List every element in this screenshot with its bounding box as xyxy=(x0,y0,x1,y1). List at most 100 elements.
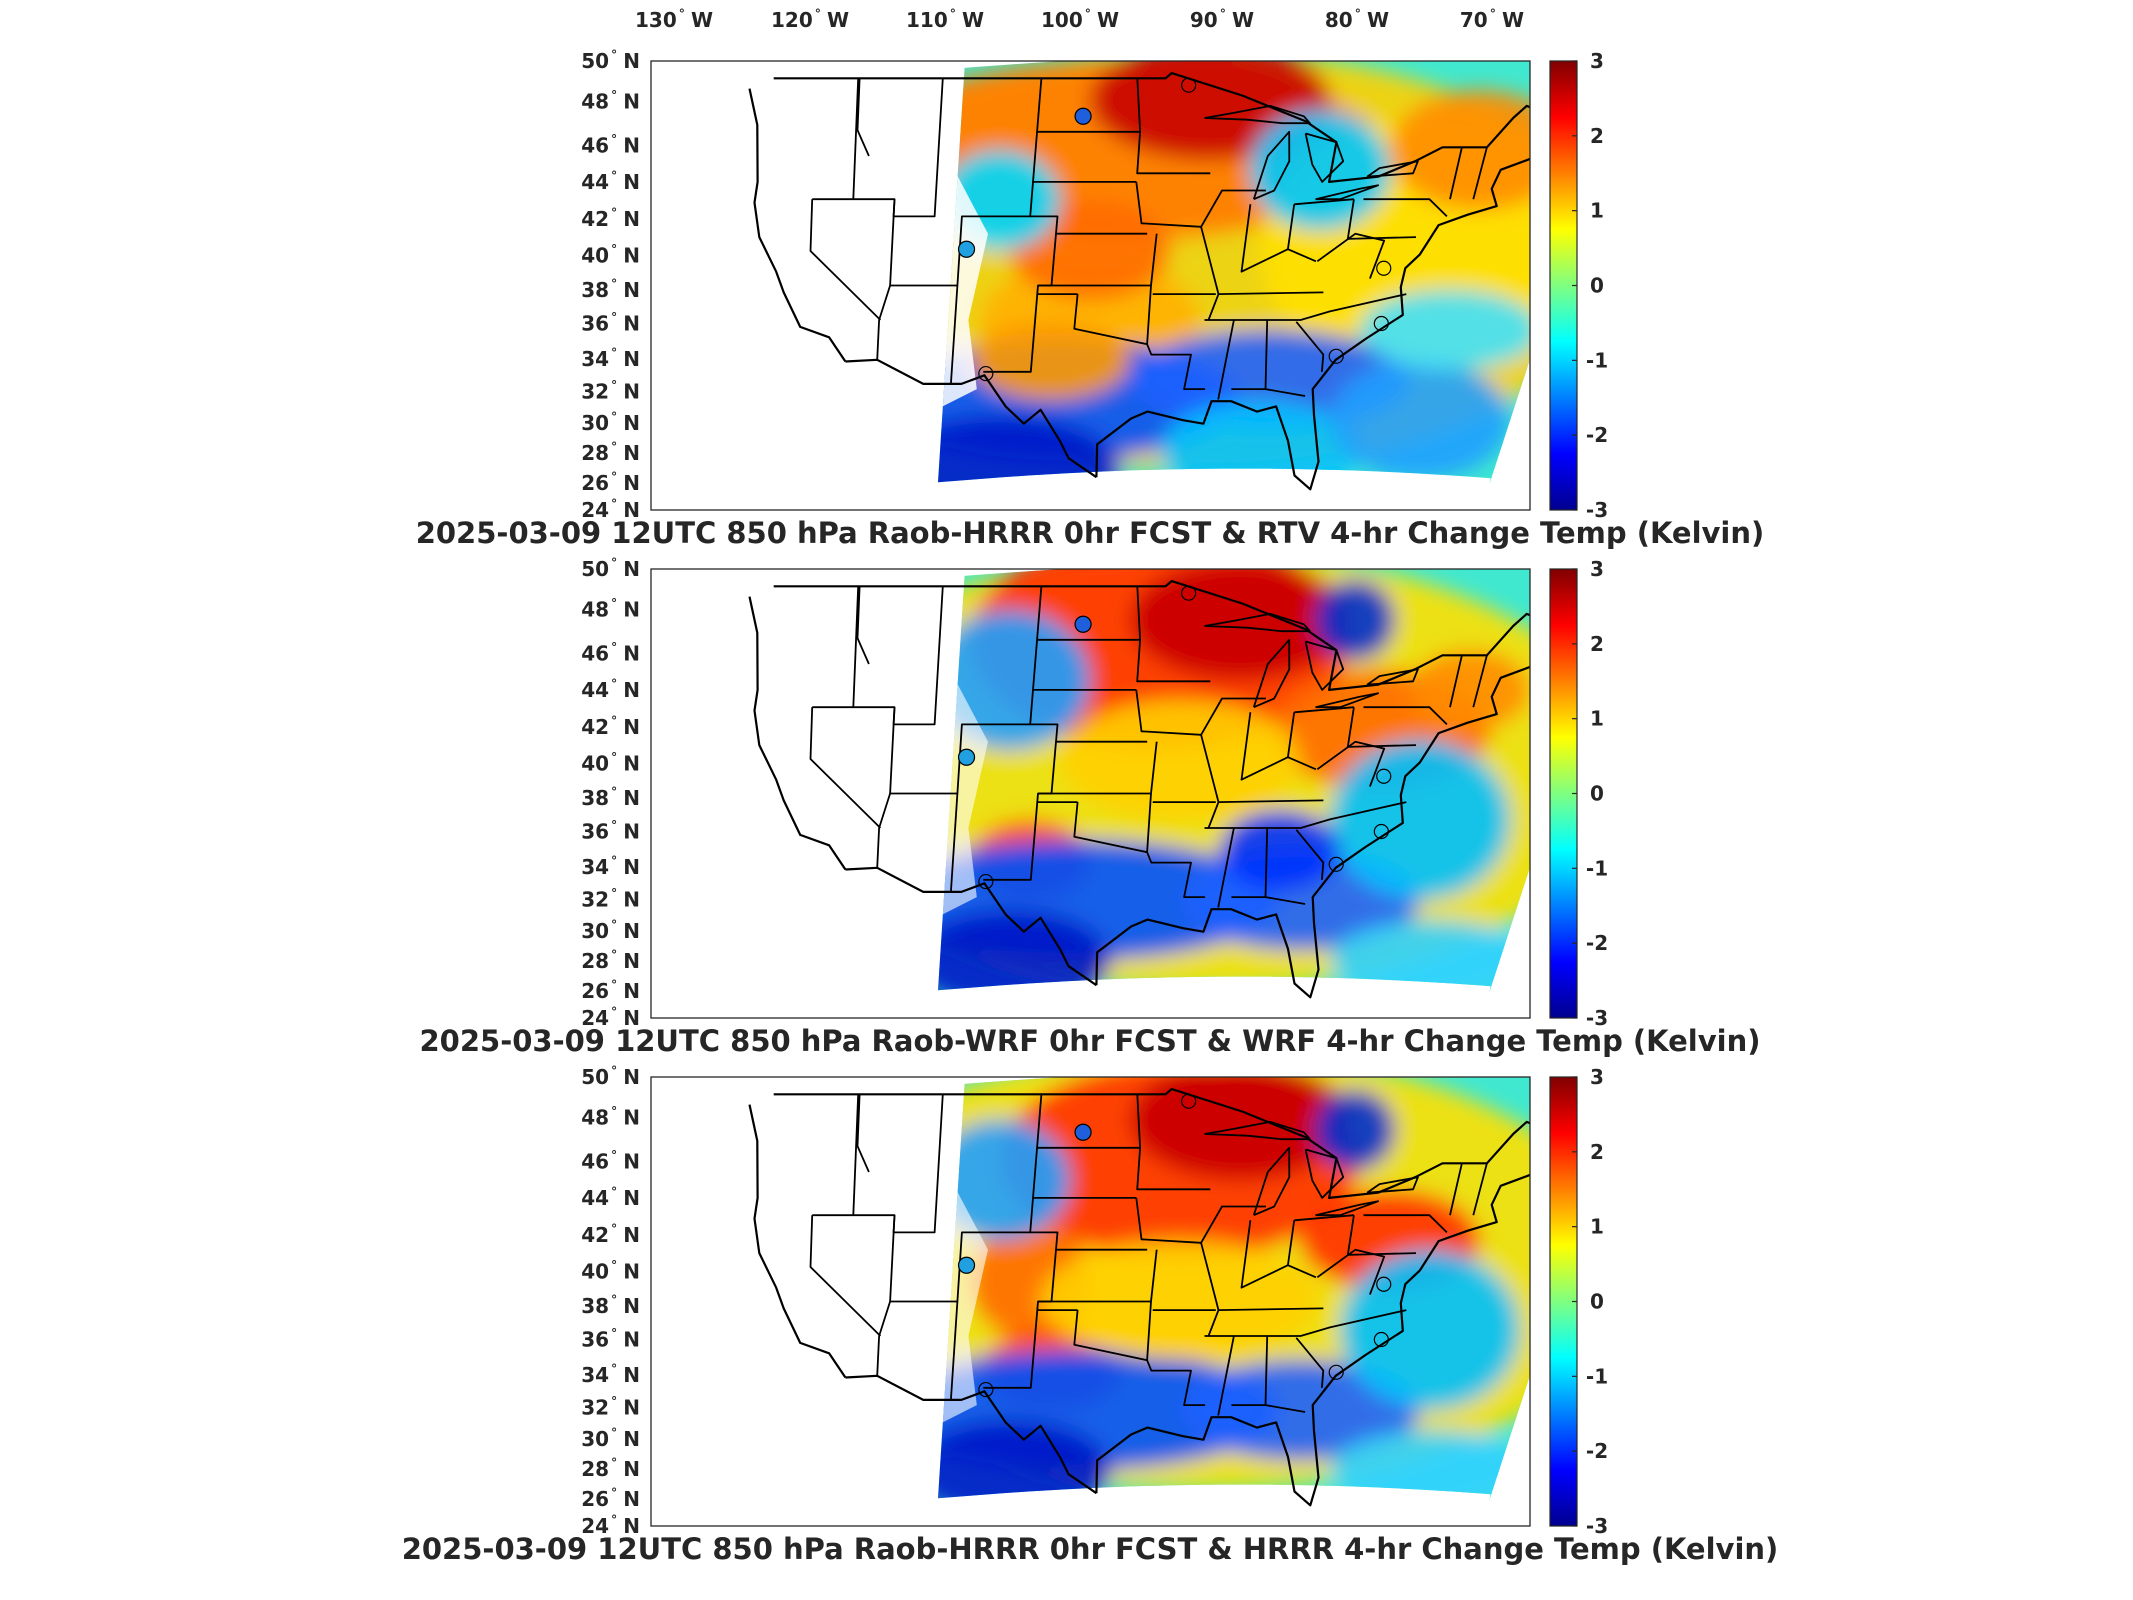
panel-title: 2025-03-09 12UTC 850 hPa Raob-HRRR 0hr F… xyxy=(416,516,1765,550)
colorbar-tick-label: -2 xyxy=(1586,1439,1608,1463)
lon-label-130w-text: 130 ° W xyxy=(635,6,713,32)
lat-label-46n: 46 ° N xyxy=(581,639,640,665)
lat-label-26n-text: 26 ° N xyxy=(581,1485,640,1511)
colorbar-tick-label: 1 xyxy=(1590,1215,1604,1239)
lon-label-80w: 80 ° W xyxy=(1325,6,1389,32)
lat-label-40n-text: 40 ° N xyxy=(581,241,640,267)
lat-label-38n: 38 ° N xyxy=(581,1292,640,1318)
lat-label-42n-text: 42 ° N xyxy=(581,1221,640,1247)
colorbar-tick-label: 0 xyxy=(1590,782,1604,806)
lat-label-44n: 44 ° N xyxy=(581,168,640,194)
raob-stations xyxy=(957,1093,1392,1398)
lat-label-32n-text: 32 ° N xyxy=(581,1393,640,1419)
lat-label-42n-text: 42 ° N xyxy=(581,713,640,739)
lat-label-38n: 38 ° N xyxy=(581,276,640,302)
colorbar-tick-label: -1 xyxy=(1586,1364,1608,1388)
lat-label-24n: 24 ° N xyxy=(581,496,640,522)
lat-label-46n-text: 46 ° N xyxy=(581,639,640,665)
lat-label-32n: 32 ° N xyxy=(581,377,640,403)
latitude-labels: 50 ° N 48 ° N 46 ° N 44 ° N 42 ° N 40 ° N 38 ° N 36 ° N 34 ° N 32 ° N… xyxy=(581,1063,640,1538)
latitude-labels: 50 ° N 48 ° N 46 ° N 44 ° N 42 ° N 40 ° N 38 ° N 36 ° N 34 ° N 32 ° N… xyxy=(581,555,640,1030)
lon-label-120w-text: 120 ° W xyxy=(771,6,849,32)
panel-title: 2025-03-09 12UTC 850 hPa Raob-HRRR 0hr F… xyxy=(402,1532,1779,1566)
lat-label-46n: 46 ° N xyxy=(581,131,640,157)
lat-label-50n-text: 50 ° N xyxy=(581,1063,640,1089)
lat-label-30n: 30 ° N xyxy=(581,1425,640,1451)
lat-label-32n-text: 32 ° N xyxy=(581,885,640,911)
map-panel-rtv: 50 ° N 48 ° N 46 ° N 44 ° N 42 ° N 40 ° N 38 ° N 36 ° N 34 ° N 32 ° N… xyxy=(416,47,1765,550)
lon-label-90w-text: 90 ° W xyxy=(1190,6,1254,32)
station-marker xyxy=(1373,315,1389,332)
lat-label-26n: 26 ° N xyxy=(581,977,640,1003)
lat-label-24n-text: 24 ° N xyxy=(581,1512,640,1538)
colorbar-tick-label: -2 xyxy=(1586,423,1608,447)
colorbar: 3 2 1 0 -1 -2 -3 xyxy=(1549,1065,1608,1538)
lat-label-24n-text: 24 ° N xyxy=(581,496,640,522)
lat-label-40n-text: 40 ° N xyxy=(581,749,640,775)
station-marker xyxy=(1376,1276,1392,1292)
lat-label-24n: 24 ° N xyxy=(581,1512,640,1538)
lat-label-42n-text: 42 ° N xyxy=(581,205,640,231)
lat-label-48n: 48 ° N xyxy=(581,1103,640,1129)
lat-label-48n: 48 ° N xyxy=(581,595,640,621)
latitude-labels: 50 ° N 48 ° N 46 ° N 44 ° N 42 ° N 40 ° N 38 ° N 36 ° N 34 ° N 32 ° N… xyxy=(581,47,640,522)
colorbar-tick-label: 2 xyxy=(1590,632,1604,656)
map-area xyxy=(651,1077,1530,1526)
lat-label-46n: 46 ° N xyxy=(581,1147,640,1173)
temperature-field xyxy=(938,569,1530,993)
lon-label-120w: 120 ° W xyxy=(771,6,849,32)
colorbar-tick-label: 3 xyxy=(1590,49,1604,73)
station-marker xyxy=(1181,585,1197,601)
lat-label-36n-text: 36 ° N xyxy=(581,310,640,336)
station-marker xyxy=(1328,1364,1344,1380)
lat-label-26n: 26 ° N xyxy=(581,1485,640,1511)
lat-label-40n: 40 ° N xyxy=(581,241,640,267)
station-marker xyxy=(1181,77,1197,93)
colorbar-tick-label: -3 xyxy=(1586,1006,1608,1030)
station-marker xyxy=(978,365,994,382)
temperature-field xyxy=(938,61,1530,485)
lat-label-46n-text: 46 ° N xyxy=(581,131,640,157)
lat-label-34n: 34 ° N xyxy=(581,1361,640,1387)
station-marker xyxy=(1376,768,1392,784)
station-marker xyxy=(957,748,976,766)
lat-label-26n: 26 ° N xyxy=(581,469,640,495)
lon-label-100w-text: 100 ° W xyxy=(1041,6,1119,32)
lat-label-32n: 32 ° N xyxy=(581,1393,640,1419)
lon-label-70w-text: 70 ° W xyxy=(1460,6,1524,32)
station-marker xyxy=(1376,260,1392,276)
lat-label-34n: 34 ° N xyxy=(581,345,640,371)
lat-label-38n-text: 38 ° N xyxy=(581,784,640,810)
colorbar-tick-label: 2 xyxy=(1590,124,1604,148)
colorbar-tick-label: 2 xyxy=(1590,1140,1604,1164)
lat-label-40n: 40 ° N xyxy=(581,1257,640,1283)
lat-label-44n-text: 44 ° N xyxy=(581,676,640,702)
lat-label-42n: 42 ° N xyxy=(581,713,640,739)
colorbar-tick-label: 3 xyxy=(1590,1065,1604,1089)
station-marker xyxy=(1328,856,1344,872)
lat-label-34n-text: 34 ° N xyxy=(581,1361,640,1387)
lat-label-28n-text: 28 ° N xyxy=(581,947,640,973)
panel-title: 2025-03-09 12UTC 850 hPa Raob-WRF 0hr FC… xyxy=(419,1024,1760,1058)
lat-label-36n: 36 ° N xyxy=(581,310,640,336)
lat-label-26n-text: 26 ° N xyxy=(581,469,640,495)
map-frame xyxy=(650,1076,1531,1527)
lat-label-36n: 36 ° N xyxy=(581,818,640,844)
state-boundaries xyxy=(748,72,1530,491)
lat-label-34n: 34 ° N xyxy=(581,853,640,879)
lon-label-110w-text: 110 ° W xyxy=(906,6,984,32)
lat-label-36n-text: 36 ° N xyxy=(581,818,640,844)
colorbar-tick-label: -3 xyxy=(1586,1514,1608,1538)
lat-label-36n-text: 36 ° N xyxy=(581,1326,640,1352)
lat-label-28n: 28 ° N xyxy=(581,947,640,973)
lat-label-28n-text: 28 ° N xyxy=(581,439,640,465)
longitude-labels: 130 ° W 120 ° W 110 ° W 100 ° W 90 ° W 80 ° W 70 ° W xyxy=(635,6,1524,32)
lat-label-28n: 28 ° N xyxy=(581,439,640,465)
colorbar-tick-label: -3 xyxy=(1586,498,1608,522)
lon-label-100w: 100 ° W xyxy=(1041,6,1119,32)
station-marker xyxy=(957,1256,976,1274)
map-panel-wrf: 50 ° N 48 ° N 46 ° N 44 ° N 42 ° N 40 ° N 38 ° N 36 ° N 34 ° N 32 ° N… xyxy=(419,555,1760,1058)
lon-label-80w-text: 80 ° W xyxy=(1325,6,1389,32)
lat-label-38n-text: 38 ° N xyxy=(581,1292,640,1318)
station-marker xyxy=(1373,1331,1389,1348)
